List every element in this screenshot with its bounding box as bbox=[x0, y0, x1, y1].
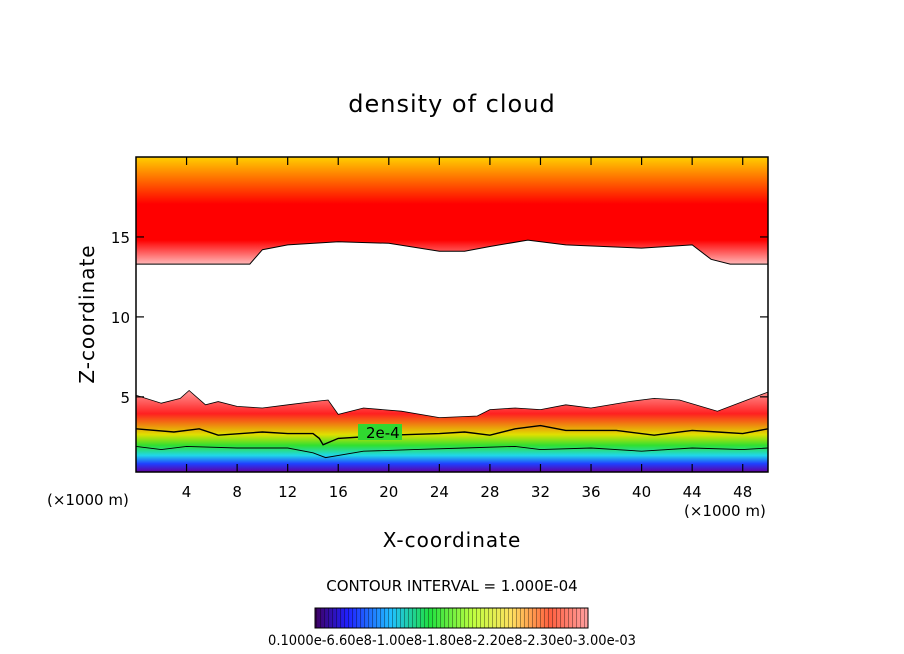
contour-interval-label: CONTOUR INTERVAL = 1.000E-04 bbox=[326, 577, 577, 595]
x-tick-label-20: 20 bbox=[379, 483, 398, 501]
x-axis-label: X-coordinate bbox=[383, 528, 522, 552]
y-axis-label: Z-coordinate bbox=[75, 244, 99, 383]
x-tick-label-4: 4 bbox=[182, 483, 192, 501]
x-tick-label-16: 16 bbox=[329, 483, 348, 501]
x-tick-label-44: 44 bbox=[683, 483, 702, 501]
contour-line-2e-4 bbox=[136, 424, 768, 446]
x-tick-label-28: 28 bbox=[480, 483, 499, 501]
colorbar-labels: 0.1000e-6.60e8-1.00e8-1.80e8-2.20e8-2.30… bbox=[268, 633, 636, 649]
y-tick-label-5: 5 bbox=[120, 389, 130, 407]
colorbar-level-lines bbox=[315, 608, 588, 628]
contour-label-background bbox=[358, 424, 402, 440]
y-axis-ticks: 5 10 15 bbox=[111, 229, 768, 407]
x-tick-label-48: 48 bbox=[733, 483, 752, 501]
x-unit-left: (×1000 m) bbox=[47, 491, 129, 509]
chart-title: density of cloud bbox=[348, 90, 555, 118]
x-tick-label-12: 12 bbox=[278, 483, 297, 501]
y-tick-label-10: 10 bbox=[111, 309, 130, 327]
y-tick-label-15: 15 bbox=[111, 229, 130, 247]
upper-cloud-layer bbox=[136, 157, 768, 265]
x-tick-label-40: 40 bbox=[632, 483, 651, 501]
x-tick-label-8: 8 bbox=[232, 483, 242, 501]
x-axis-ticks: 4 8 12 16 20 24 28 32 36 40 44 48 bbox=[182, 157, 752, 501]
lower-cloud-layer bbox=[136, 390, 768, 472]
upper-cloud-base-contour bbox=[136, 239, 768, 265]
x-tick-label-24: 24 bbox=[430, 483, 449, 501]
plot-frame bbox=[135, 156, 769, 473]
x-unit-right: (×1000 m) bbox=[684, 502, 766, 520]
contour-label: 2e-4 bbox=[366, 424, 400, 442]
plot-area: 2e-4 bbox=[136, 157, 768, 472]
x-tick-label-32: 32 bbox=[531, 483, 550, 501]
x-tick-label-36: 36 bbox=[581, 483, 600, 501]
contour-line-1e-4 bbox=[136, 445, 768, 459]
lower-cloud-top-contour bbox=[136, 389, 768, 419]
